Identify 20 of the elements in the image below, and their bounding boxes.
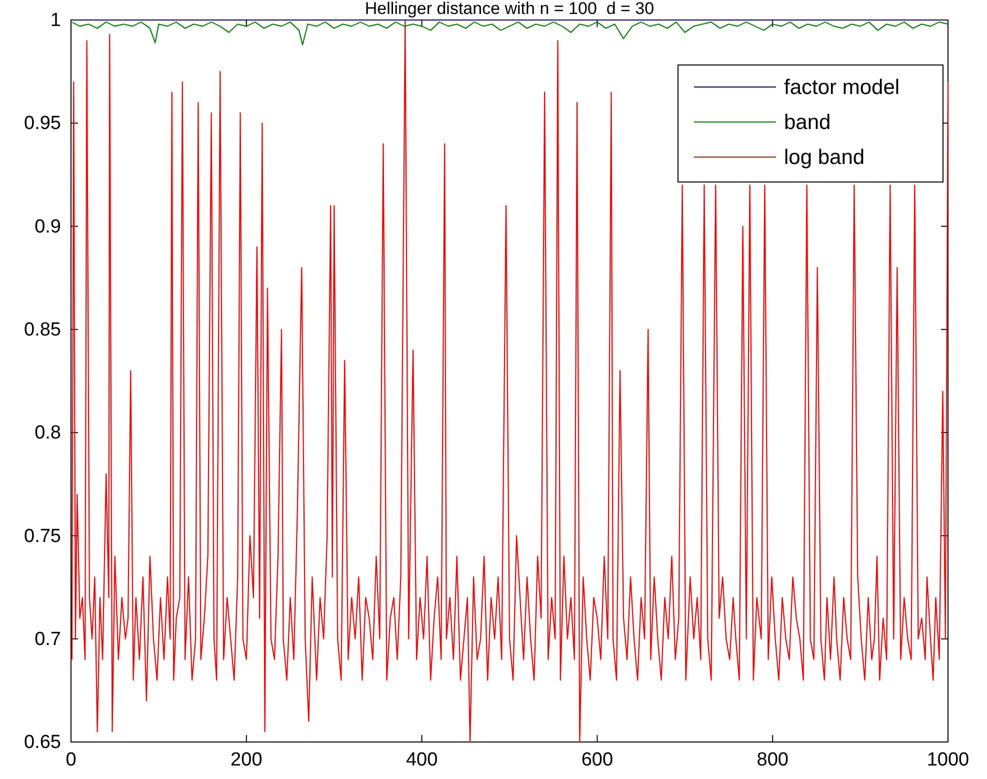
y-tick-label: 0.9 — [34, 216, 61, 238]
x-tick-label: 600 — [581, 749, 614, 770]
y-tick-label: 0.85 — [24, 320, 61, 341]
legend-label: factor model — [784, 76, 900, 99]
x-tick-label: 0 — [66, 749, 76, 770]
x-tick-label: 400 — [406, 749, 438, 770]
line-series — [71, 19, 949, 743]
y-tick-label: 1 — [50, 10, 61, 32]
x-tick-label: 800 — [756, 749, 788, 770]
line-series — [71, 22, 949, 46]
y-tick-label: 0.65 — [24, 732, 61, 754]
chart-title: Hellinger distance with n = 100 d = 30 — [364, 0, 654, 18]
y-tick-label: 0.7 — [34, 628, 61, 650]
y-tick-label: 0.95 — [24, 113, 61, 134]
x-tick-label: 200 — [230, 749, 262, 770]
legend-label: log band — [784, 146, 865, 169]
y-tick-label: 0.75 — [24, 526, 61, 547]
legend-label: band — [784, 111, 831, 134]
x-tick-label: 1000 — [926, 749, 970, 770]
y-tick-label: 0.8 — [34, 422, 61, 444]
